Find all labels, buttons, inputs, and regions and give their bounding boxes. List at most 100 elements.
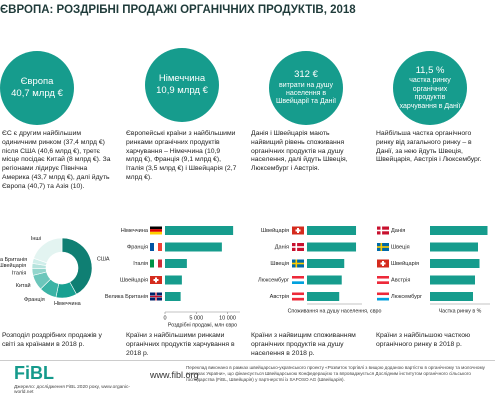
bar: [307, 242, 357, 252]
source: Джерело: дослідження FiBL 2020 року, www…: [14, 385, 131, 395]
category-label: Данія: [391, 228, 405, 234]
circle-value: 11,5 %: [415, 65, 445, 77]
flag-part: [380, 262, 386, 265]
slice-label: Інші: [31, 236, 41, 242]
circle-heading: Німеччина: [158, 72, 206, 84]
category-label: Австрія: [270, 294, 289, 300]
highlight-circle: 11,5 % частка ринку органічних продуктів…: [393, 51, 467, 125]
bar: [307, 275, 342, 285]
chart-caption: Країни з найбільшою часткою органічного …: [376, 332, 471, 348]
x-tick-label: 10 000: [219, 315, 236, 321]
slice-label: США: [97, 256, 110, 262]
category-label: Швеція: [270, 261, 289, 267]
footer-divider: [0, 360, 495, 361]
flag-part: [377, 276, 389, 279]
chart-caption: Розподіл роздрібних продажів у світі за …: [2, 332, 102, 348]
circle-value: 312 €: [294, 69, 318, 81]
bar: [307, 292, 340, 301]
flag-part: [292, 278, 304, 282]
category-label: Італія: [133, 261, 148, 267]
description: Європейські країни з найбільшими ринками…: [126, 130, 237, 182]
pie-slice: [61, 237, 93, 295]
category-label: Велика Британія: [105, 294, 148, 300]
x-axis-label: Споживання на душу населення, євро: [288, 308, 382, 314]
description: Данія і Швейцарія мають найвищий рівень …: [251, 130, 348, 173]
flag-part: [377, 229, 389, 232]
flag-part: [292, 297, 304, 301]
flag-part: [154, 243, 158, 251]
bar: [307, 259, 345, 268]
flag-part: [377, 278, 389, 282]
bar: [165, 292, 181, 301]
flag-part: [150, 259, 154, 268]
pie-slice: [33, 237, 63, 264]
logo: FiBL: [14, 363, 54, 383]
x-tick-label: 5 000: [189, 315, 203, 321]
category-label: Швеція: [391, 244, 410, 250]
highlight-circle: Європа 40,7 млрд €: [0, 51, 74, 125]
flag-part: [377, 295, 389, 298]
bar: [165, 275, 182, 285]
flag-part: [158, 243, 162, 251]
highlight-circle: 312 € витрати на душу населення в Швейца…: [269, 51, 343, 125]
bar: [165, 259, 187, 268]
flag-part: [292, 246, 304, 248]
chart-caption: Країни з найбільшими ринками органічних …: [126, 332, 235, 357]
circle-text: частка ринку органічних продуктів харчув…: [399, 77, 461, 110]
category-label: Австрія: [391, 277, 410, 283]
flag-part: [377, 292, 389, 296]
page-title: ЄВРОПА: РОЗДРІБНІ ПРОДАЖІ ОРГАНІЧНИХ ПРО…: [0, 4, 356, 16]
flag-part: [150, 226, 162, 230]
flag-part: [292, 276, 304, 279]
x-axis-label: Роздрібні продажі, млн євро: [168, 322, 237, 328]
bar: [165, 226, 234, 235]
x-axis-label: Частка ринку в %: [439, 308, 482, 314]
flag-part: [150, 231, 162, 235]
category-label: Люксембург: [258, 277, 289, 283]
flag-part: [377, 281, 389, 284]
bar: [430, 292, 473, 301]
flag-part: [153, 279, 159, 281]
flag-part: [292, 292, 304, 296]
highlight-circle: Німеччина 10,9 млрд €: [145, 48, 219, 122]
bar: [430, 259, 480, 268]
x-tick-label: 0: [163, 315, 166, 321]
category-label: Швейцарія: [261, 227, 289, 234]
flag-part: [150, 295, 162, 298]
category-label: Данія: [275, 244, 289, 250]
footnote: Переклад виконано в рамках швейцарсько-у…: [186, 365, 485, 383]
flag-part: [154, 259, 158, 268]
chart-caption: Країни з найвищим споживанням органічних…: [251, 332, 356, 357]
flag-part: [292, 262, 304, 265]
bar: [165, 242, 222, 252]
bar: [430, 275, 475, 285]
slice-label: Швейцарія: [0, 262, 26, 269]
slice-label: Італія: [12, 270, 26, 276]
flag-part: [150, 229, 162, 232]
circle-value: 10,9 млрд €: [156, 85, 208, 96]
slice-label: Франція: [24, 297, 45, 303]
category-label: Швейцарія: [391, 260, 419, 267]
slice-label: Китай: [16, 282, 31, 289]
category-label: Німеччина: [121, 228, 149, 234]
category-label: Люксембург: [391, 294, 422, 300]
description: Найбільша частка органічного ринку від з…: [376, 130, 482, 164]
bar: [430, 242, 478, 252]
slice-label: Німеччина: [54, 301, 82, 307]
flag-part: [292, 295, 304, 298]
flag-part: [377, 246, 389, 248]
slice-label: Велика Британія: [0, 257, 27, 263]
category-label: Швейцарія: [120, 276, 148, 283]
flag-part: [377, 297, 389, 301]
category-label: Франція: [127, 244, 148, 250]
circle-value: 40,7 млрд €: [11, 88, 63, 99]
flag-part: [292, 281, 304, 284]
description: ЄС є другим найбільшим одиничним ринком …: [2, 130, 111, 190]
website: www.fibl.org: [150, 370, 199, 380]
bar: [430, 226, 488, 235]
circle-heading: Європа: [20, 75, 54, 87]
flag-part: [295, 229, 301, 232]
flag-part: [158, 259, 162, 268]
